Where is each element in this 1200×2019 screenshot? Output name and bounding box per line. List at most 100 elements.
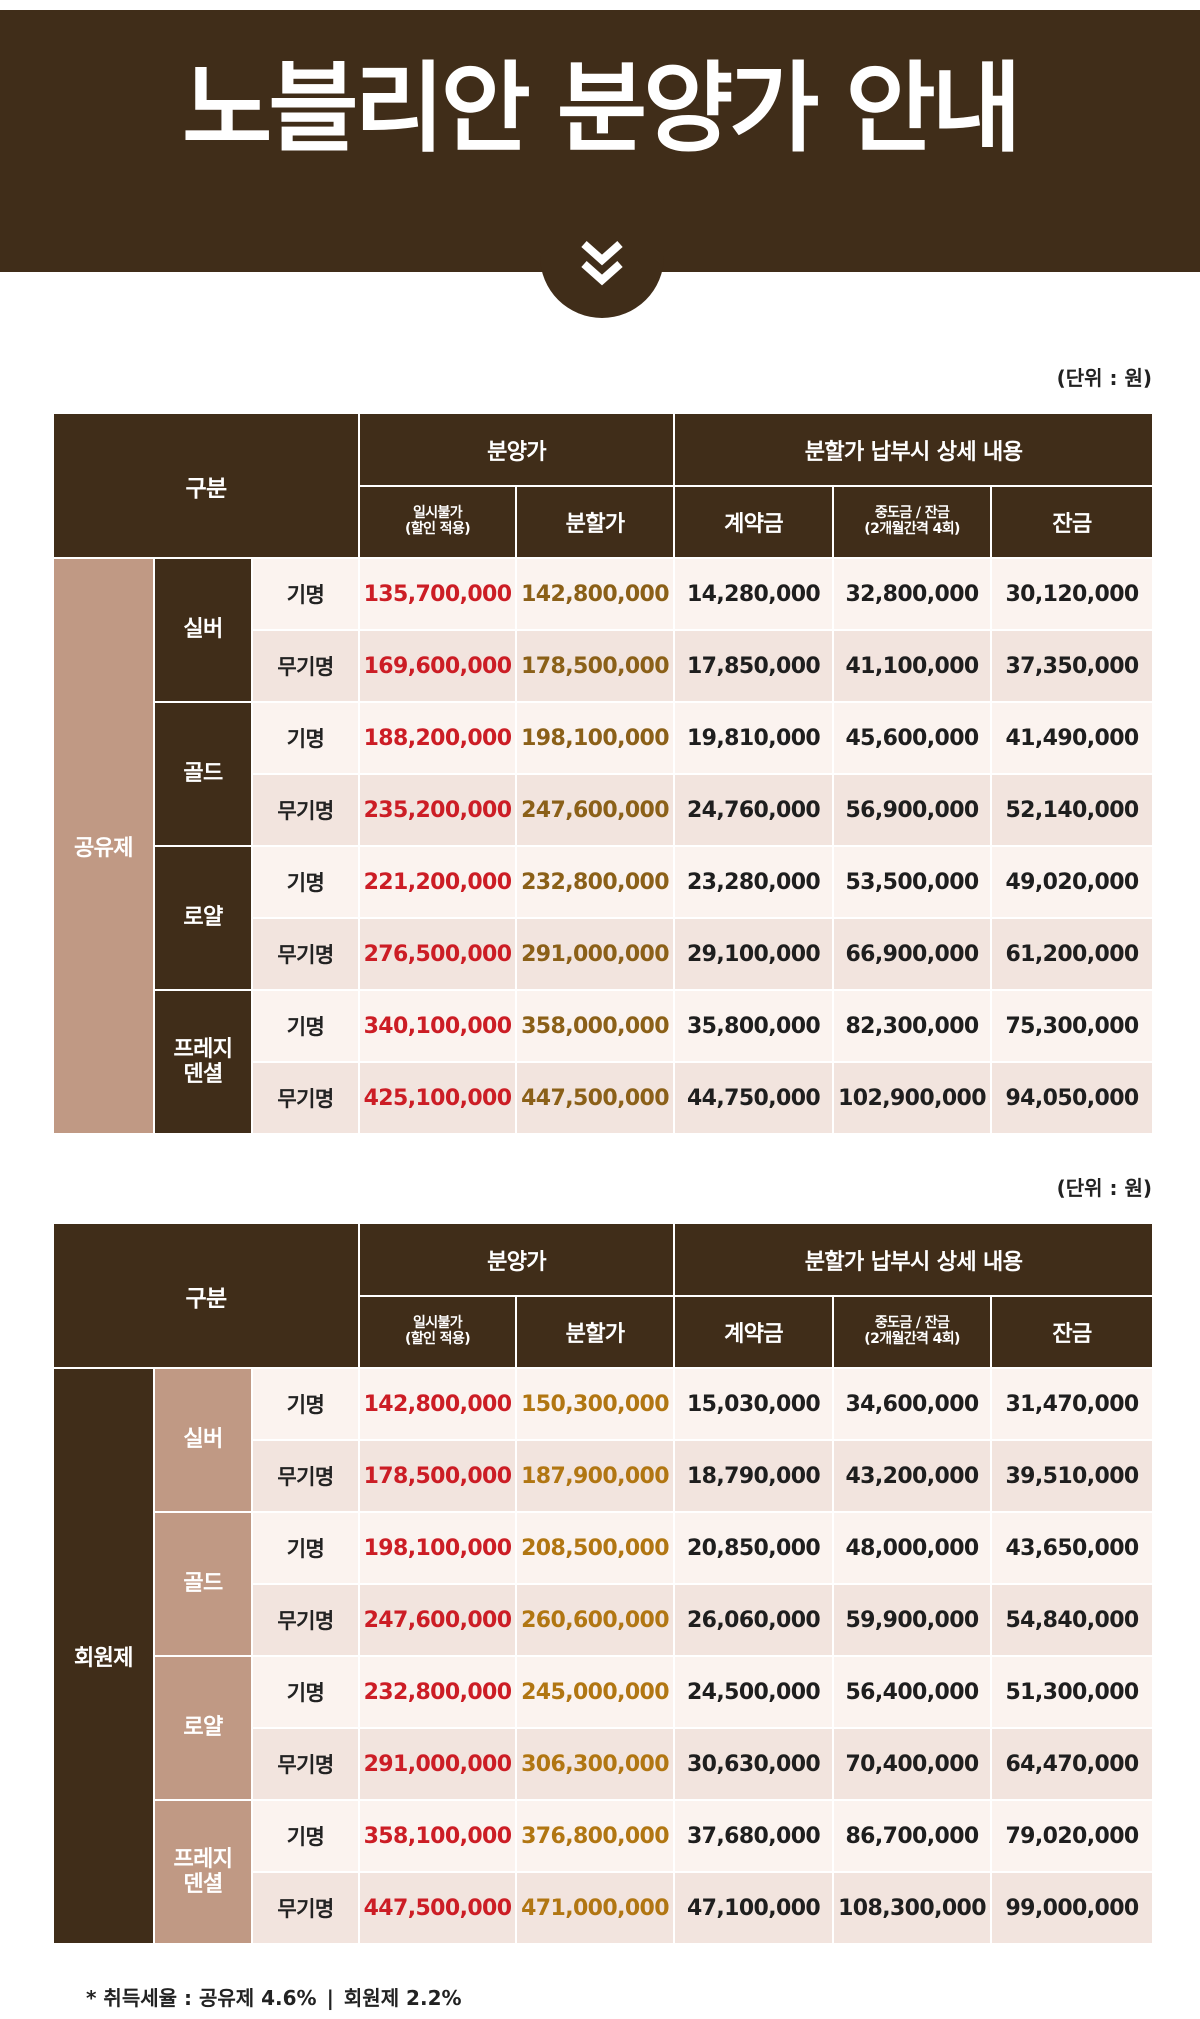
installment-price: 178,500,000 [516,630,676,703]
balance-amount: 79,020,000 [991,1800,1153,1873]
installment-price: 447,500,000 [516,1062,676,1135]
header-installment: 분할가 [516,486,676,559]
footnote-shared-rate: * 취득세율 : 공유제 4.6% [86,1986,317,2010]
deposit-amount: 20,850,000 [674,1512,835,1585]
lump-sum-price: 135,700,000 [359,558,518,631]
balance-amount: 54,840,000 [991,1584,1153,1657]
interim-amount: 82,300,000 [833,990,993,1063]
header-installment: 분할가 [516,1296,676,1369]
balance-amount: 52,140,000 [991,774,1153,847]
interim-amount: 53,500,000 [833,846,993,919]
tier-label: 실버 [154,558,253,703]
installment-price: 306,300,000 [516,1728,676,1801]
balance-amount: 64,470,000 [991,1728,1153,1801]
tier-label: 로얄 [154,846,253,991]
deposit-amount: 15,030,000 [674,1368,835,1441]
header-lump-sum: 일시불가 (할인 적용) [359,1296,518,1369]
header-installment-detail: 분할가 납부시 상세 내용 [674,414,1153,487]
installment-price: 208,500,000 [516,1512,676,1585]
deposit-amount: 18,790,000 [674,1440,835,1513]
deposit-amount: 44,750,000 [674,1062,835,1135]
header-interim: 중도금 / 잔금 (2개월간격 4회) [833,1296,993,1369]
interim-amount: 59,900,000 [833,1584,993,1657]
kind-label: 무기명 [252,630,361,703]
installment-price: 247,600,000 [516,774,676,847]
kind-label: 기명 [252,846,361,919]
deposit-amount: 35,800,000 [674,990,835,1063]
interim-amount: 45,600,000 [833,702,993,775]
installment-price: 291,000,000 [516,918,676,991]
interim-amount: 34,600,000 [833,1368,993,1441]
balance-amount: 30,120,000 [991,558,1153,631]
installment-price: 376,800,000 [516,1800,676,1873]
kind-label: 무기명 [252,1062,361,1135]
lump-sum-price: 247,600,000 [359,1584,518,1657]
interim-amount: 108,300,000 [833,1872,993,1945]
kind-label: 무기명 [252,1584,361,1657]
header-sale-price: 분양가 [359,414,676,487]
lump-sum-price: 169,600,000 [359,630,518,703]
interim-amount: 48,000,000 [833,1512,993,1585]
installment-price: 142,800,000 [516,558,676,631]
footnote-separator: | [326,1986,334,2010]
installment-price: 150,300,000 [516,1368,676,1441]
interim-amount: 32,800,000 [833,558,993,631]
header-interim: 중도금 / 잔금 (2개월간격 4회) [833,486,993,559]
installment-price: 245,000,000 [516,1656,676,1729]
lump-sum-price: 142,800,000 [359,1368,518,1441]
deposit-amount: 19,810,000 [674,702,835,775]
header-balance: 잔금 [991,486,1153,559]
header-lump-sum: 일시불가 (할인 적용) [359,486,518,559]
interim-amount: 70,400,000 [833,1728,993,1801]
deposit-amount: 24,760,000 [674,774,835,847]
price-table-shared: 구분 분양가 분할가 납부시 상세 내용 일시불가 (할인 적용) 분할가 계약… [54,414,1153,1135]
balance-amount: 49,020,000 [991,846,1153,919]
kind-label: 무기명 [252,918,361,991]
lump-sum-price: 198,100,000 [359,1512,518,1585]
tier-label: 로얄 [154,1656,253,1801]
header-deposit: 계약금 [674,1296,835,1369]
kind-label: 기명 [252,1800,361,1873]
installment-price: 260,600,000 [516,1584,676,1657]
header-category: 구분 [54,414,361,559]
deposit-amount: 26,060,000 [674,1584,835,1657]
balance-amount: 75,300,000 [991,990,1153,1063]
kind-label: 무기명 [252,1872,361,1945]
tier-label: 골드 [154,702,253,847]
interim-amount: 56,400,000 [833,1656,993,1729]
unit-note: (단위 : 원) [1056,1176,1152,1200]
footnote-membership-rate: 회원제 2.2% [343,1986,462,2010]
kind-label: 기명 [252,702,361,775]
lump-sum-price: 291,000,000 [359,1728,518,1801]
installment-price: 232,800,000 [516,846,676,919]
tax-rate-footnote: * 취득세율 : 공유제 4.6% | 회원제 2.2% [86,1982,462,2011]
balance-amount: 31,470,000 [991,1368,1153,1441]
deposit-amount: 14,280,000 [674,558,835,631]
balance-amount: 51,300,000 [991,1656,1153,1729]
kind-label: 무기명 [252,774,361,847]
balance-amount: 61,200,000 [991,918,1153,991]
lump-sum-price: 447,500,000 [359,1872,518,1945]
deposit-amount: 17,850,000 [674,630,835,703]
lump-sum-price: 276,500,000 [359,918,518,991]
tier-label: 실버 [154,1368,253,1513]
lump-sum-price: 178,500,000 [359,1440,518,1513]
kind-label: 무기명 [252,1440,361,1513]
lump-sum-price: 188,200,000 [359,702,518,775]
deposit-amount: 24,500,000 [674,1656,835,1729]
kind-label: 무기명 [252,1728,361,1801]
balance-amount: 94,050,000 [991,1062,1153,1135]
header-balance: 잔금 [991,1296,1153,1369]
balance-amount: 37,350,000 [991,630,1153,703]
installment-price: 187,900,000 [516,1440,676,1513]
tier-label: 프레지 덴셜 [154,990,253,1135]
tier-label: 골드 [154,1512,253,1657]
lump-sum-price: 340,100,000 [359,990,518,1063]
interim-amount: 86,700,000 [833,1800,993,1873]
tier-label: 프레지 덴셜 [154,1800,253,1945]
header-banner: 노블리안 분양가 안내 [0,10,1200,272]
price-table-membership: 구분 분양가 분할가 납부시 상세 내용 일시불가 (할인 적용) 분할가 계약… [54,1224,1153,1945]
double-chevron-down-icon [581,241,623,286]
type-label-shared: 공유제 [54,558,155,1135]
type-label-membership: 회원제 [54,1368,155,1945]
